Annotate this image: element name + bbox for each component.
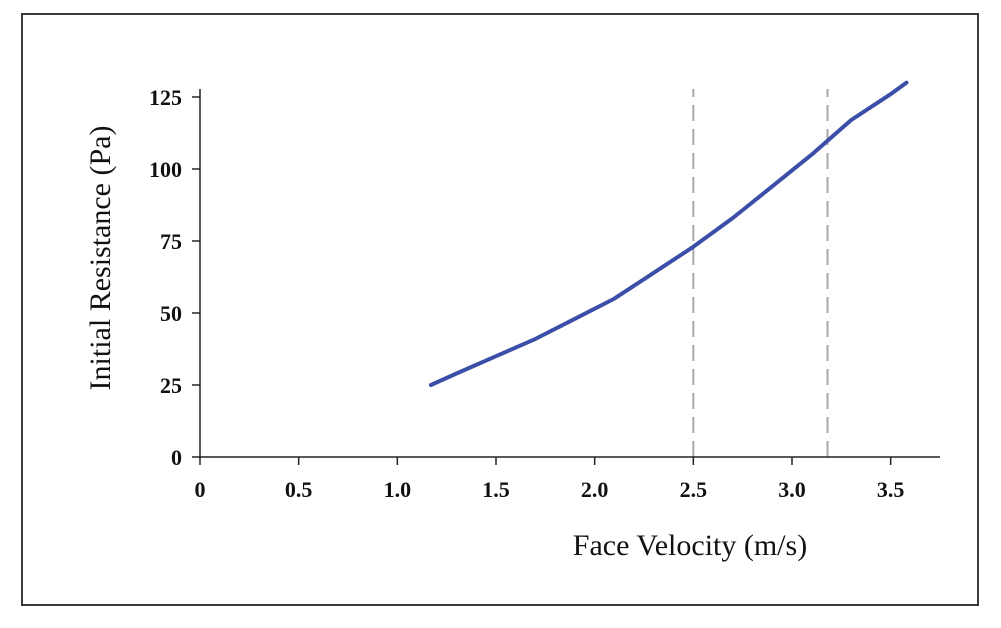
x-tick-label: 3.5 <box>877 477 905 502</box>
y-tick-label: 100 <box>149 157 182 182</box>
x-axis-title: Face Velocity (m/s) <box>573 529 807 562</box>
series-line <box>428 80 909 387</box>
reference-lines <box>692 89 829 457</box>
x-tick-label: 1.0 <box>384 477 412 502</box>
x-ticks: 0 0.5 1.0 1.5 2.0 2.5 3.0 3.5 <box>195 457 905 502</box>
x-tick-label: 0 <box>195 477 206 502</box>
y-tick-label: 25 <box>160 373 182 398</box>
y-axis-title: Initial Resistance (Pa) <box>84 126 117 391</box>
y-tick-label: 125 <box>149 85 182 110</box>
x-tick-label: 0.5 <box>285 477 313 502</box>
x-tick-label: 1.5 <box>482 477 510 502</box>
y-tick-label: 75 <box>160 229 182 254</box>
x-tick-label: 3.0 <box>778 477 806 502</box>
x-tick-label: 2.5 <box>680 477 708 502</box>
y-tick-label: 50 <box>160 301 182 326</box>
y-tick-label: 0 <box>171 445 182 470</box>
x-tick-label: 2.0 <box>581 477 609 502</box>
series-layer <box>428 80 909 387</box>
axes <box>199 89 940 458</box>
chart-frame <box>21 13 979 606</box>
y-ticks: 0 25 50 75 100 125 <box>149 85 200 470</box>
